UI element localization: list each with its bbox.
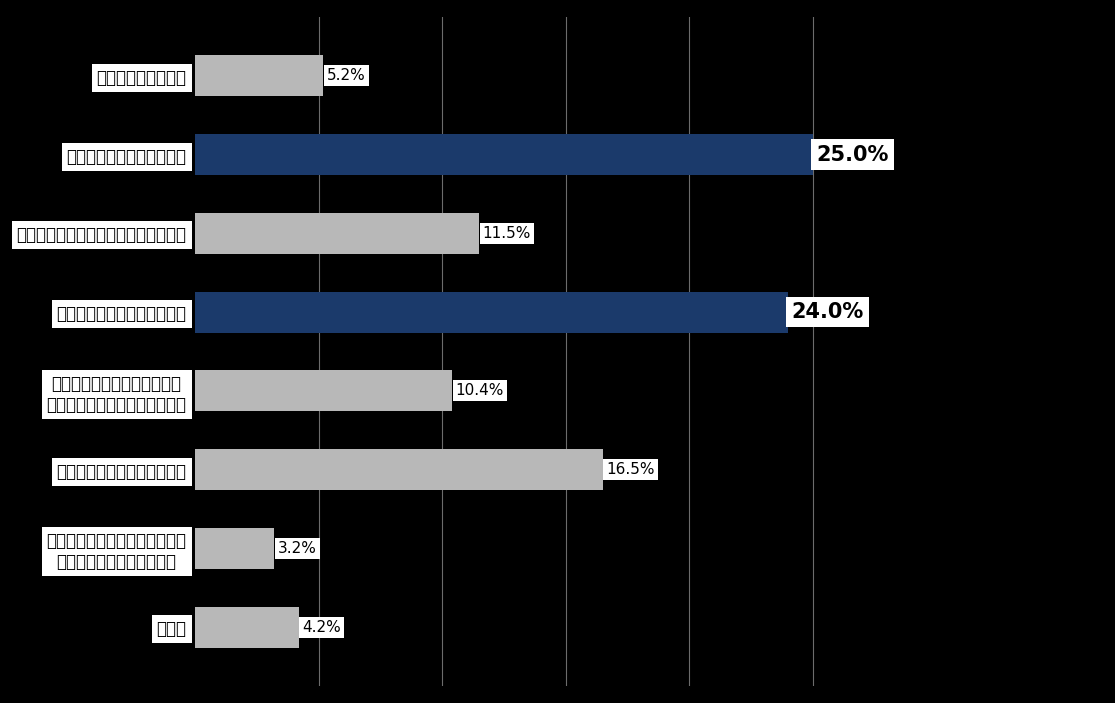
Bar	[195, 449, 602, 490]
Text: 3.2%: 3.2%	[278, 541, 317, 556]
Text: 24.0%: 24.0%	[792, 302, 864, 322]
Text: 11.5%: 11.5%	[483, 226, 531, 241]
Text: 25.0%: 25.0%	[816, 145, 889, 165]
Bar	[195, 213, 479, 254]
Bar	[195, 607, 299, 647]
Bar	[195, 528, 274, 569]
Bar	[195, 134, 813, 175]
Bar	[195, 292, 788, 333]
Text: 4.2%: 4.2%	[302, 620, 341, 635]
Bar	[195, 56, 323, 96]
Text: 10.4%: 10.4%	[456, 383, 504, 399]
Text: 5.2%: 5.2%	[327, 68, 366, 83]
Text: 16.5%: 16.5%	[607, 462, 655, 477]
Bar	[195, 370, 452, 411]
